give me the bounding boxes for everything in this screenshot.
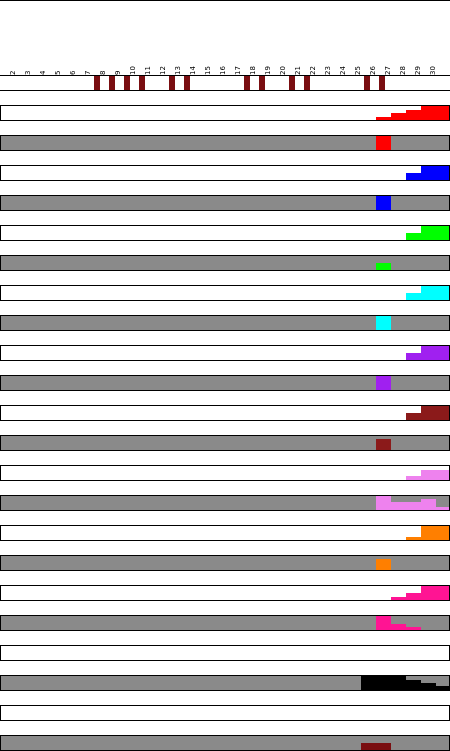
row-cyan-detail [0, 285, 450, 301]
cell-fill [421, 499, 436, 510]
row-green-detail [0, 225, 450, 241]
cell-fill [436, 470, 449, 480]
cell-fill [406, 502, 421, 510]
cell-fill [406, 680, 421, 690]
row-blue-detail [0, 165, 450, 181]
row-red-detail [0, 105, 450, 121]
day-axis-line [0, 75, 450, 76]
row-red-summary [0, 135, 450, 151]
cell-fill [436, 226, 449, 240]
cell-fill [391, 113, 406, 120]
cell-fill [421, 106, 436, 120]
cell-fill [391, 597, 406, 600]
cell-fill [406, 293, 421, 300]
row-deeppink-summary [0, 615, 450, 631]
day-marker [184, 76, 190, 90]
marker-strip-line [0, 90, 450, 91]
cell-fill [376, 676, 391, 690]
cell-fill [436, 106, 449, 120]
row-purple-summary [0, 375, 450, 391]
cell-fill [376, 376, 391, 390]
cell-fill [406, 110, 421, 120]
row-orange-detail [0, 525, 450, 541]
cell-fill [406, 627, 421, 630]
cell-fill [436, 507, 449, 510]
day-marker [124, 76, 130, 90]
cell-fill [421, 346, 436, 360]
row-maroon-detail [0, 405, 450, 421]
cell-fill [376, 439, 391, 450]
cell-fill [421, 406, 436, 420]
cell-fill [391, 676, 406, 690]
row-purple-detail [0, 345, 450, 361]
cell-fill [436, 286, 449, 300]
cell-fill [376, 117, 391, 120]
cell-fill [376, 743, 391, 750]
cell-fill [391, 624, 406, 630]
day-marker [109, 76, 115, 90]
day-marker [169, 76, 175, 90]
cell-fill [376, 263, 391, 270]
cell-fill [376, 196, 391, 210]
cell-fill [406, 233, 421, 240]
cell-fill [436, 586, 449, 600]
day-label: 30 [429, 66, 437, 75]
row-blue-summary [0, 195, 450, 211]
marker-strip [0, 76, 450, 90]
cell-fill [406, 593, 421, 600]
cell-fill [421, 226, 436, 240]
top-border [0, 0, 450, 1]
row-green-summary [0, 255, 450, 271]
row-black-summary [0, 675, 450, 691]
day-marker [379, 76, 385, 90]
cell-fill [436, 686, 449, 690]
row-pink-detail [0, 465, 450, 481]
row-empty-detail-2 [0, 705, 450, 721]
cell-fill [436, 526, 449, 540]
cell-fill [421, 526, 436, 540]
day-marker [289, 76, 295, 90]
day-marker [94, 76, 100, 90]
cell-fill [376, 316, 391, 330]
day-marker [139, 76, 145, 90]
cell-fill [361, 743, 376, 750]
day-marker [259, 76, 265, 90]
row-maroon-summary [0, 435, 450, 451]
cell-fill [376, 136, 391, 150]
day-axis: 1234567891011121314151617181920212223242… [0, 60, 450, 76]
cell-fill [391, 502, 406, 510]
cell-fill [421, 586, 436, 600]
cell-fill [406, 537, 421, 540]
cell-fill [436, 346, 449, 360]
cell-fill [376, 616, 391, 630]
cell-fill [406, 173, 421, 180]
row-orange-summary [0, 555, 450, 571]
day-marker [364, 76, 370, 90]
cell-fill [406, 353, 421, 360]
cell-fill [406, 476, 421, 480]
cell-fill [376, 559, 391, 570]
row-empty-detail [0, 645, 450, 661]
day-marker [244, 76, 250, 90]
cell-fill [421, 683, 436, 690]
row-darkred-summary [0, 735, 450, 751]
cell-fill [406, 413, 421, 420]
row-deeppink-detail [0, 585, 450, 601]
cell-fill [376, 496, 391, 510]
day-marker [304, 76, 310, 90]
cell-fill [361, 676, 376, 690]
row-pink-summary [0, 495, 450, 511]
cell-fill [436, 166, 449, 180]
row-cyan-summary [0, 315, 450, 331]
cell-fill [421, 286, 436, 300]
cell-fill [436, 406, 449, 420]
cell-fill [421, 470, 436, 480]
cell-fill [421, 166, 436, 180]
